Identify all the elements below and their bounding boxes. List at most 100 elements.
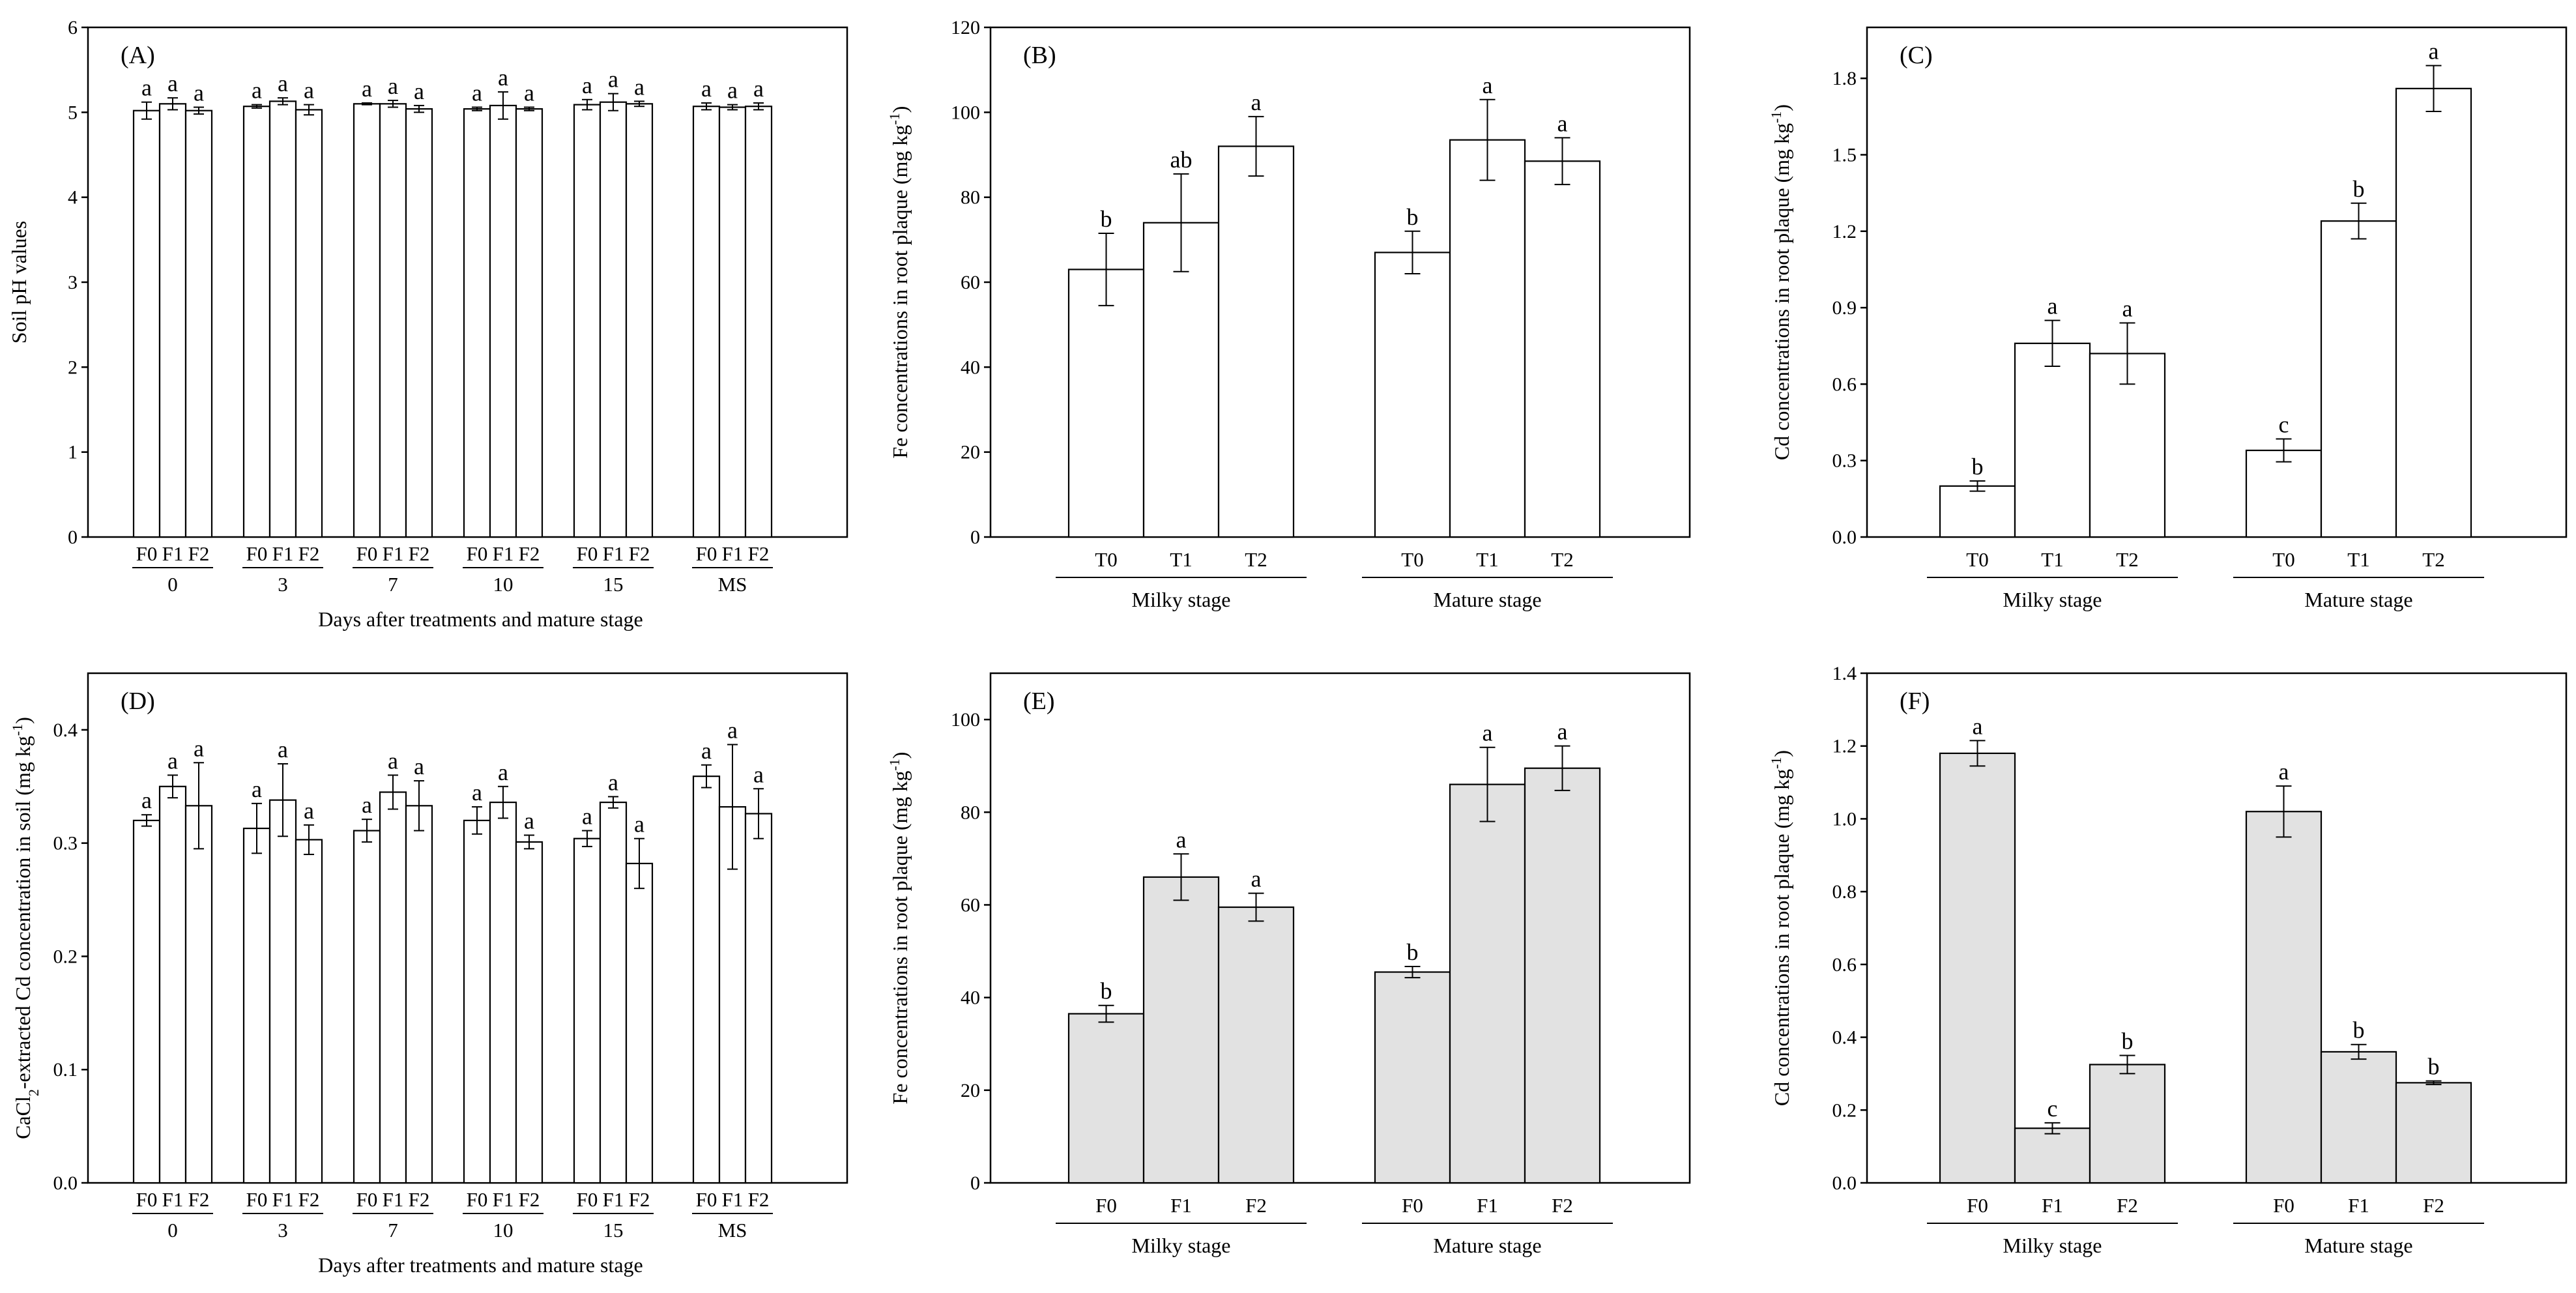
significance-letter: b xyxy=(2122,1028,2134,1054)
group-label: 7 xyxy=(388,573,398,596)
bar xyxy=(2245,811,2323,1184)
panel-label: (E) xyxy=(1023,688,1055,715)
bar xyxy=(692,776,721,1184)
y-axis-title: Soil pH values xyxy=(7,221,31,343)
panel-label: (D) xyxy=(121,688,155,715)
y-tick-label: 0 xyxy=(68,527,78,548)
group-label: Mature stage xyxy=(2304,588,2412,611)
x-axis-title: Days after treatments and mature stage xyxy=(318,607,643,631)
y-tick-label: 1.0 xyxy=(1832,808,1857,830)
bar xyxy=(463,819,491,1184)
category-label: T1 xyxy=(1170,548,1192,571)
significance-letter: a xyxy=(1176,826,1187,852)
y-axis-title: Fe concentrations in root plaque (mg kg-… xyxy=(886,106,912,459)
bar xyxy=(1142,876,1220,1184)
category-label: F0 xyxy=(356,542,378,565)
category-label: F0 xyxy=(467,1188,488,1211)
significance-letter: a xyxy=(608,66,618,93)
y-tick-label: 0.6 xyxy=(1832,954,1857,976)
significance-letter: a xyxy=(414,78,424,104)
bar-group: b F0 a F1 a F2 Mature stage xyxy=(1362,719,1613,1257)
bar xyxy=(158,103,187,538)
bar xyxy=(268,100,297,538)
bar xyxy=(353,103,381,538)
category-label: F1 xyxy=(383,542,404,565)
category-label: F1 xyxy=(1170,1194,1192,1217)
significance-letter: a xyxy=(701,738,712,764)
category-label: F2 xyxy=(1552,1194,1573,1217)
category-label: F0 xyxy=(1402,1194,1423,1217)
category-label: F2 xyxy=(519,1188,540,1211)
significance-letter: a xyxy=(2122,296,2133,322)
significance-letter: c xyxy=(2279,411,2289,437)
y-tick-label: 100 xyxy=(951,709,980,731)
bar xyxy=(573,104,601,538)
bar xyxy=(692,106,721,538)
bar xyxy=(1217,906,1295,1184)
bar-group: a F0 c F1 b F2 Milky stage xyxy=(1927,713,2178,1257)
group-label: 0 xyxy=(167,1219,178,1242)
significance-letter: a xyxy=(362,76,372,102)
significance-letter: a xyxy=(634,74,644,100)
bar xyxy=(489,802,517,1184)
category-label: T0 xyxy=(2272,548,2294,571)
y-tick-label: 2 xyxy=(68,356,78,378)
y-tick-label: 0 xyxy=(970,1172,980,1194)
y-tick-label: 0.6 xyxy=(1832,373,1857,395)
bar xyxy=(132,819,161,1184)
bar xyxy=(379,103,407,538)
category-label: F1 xyxy=(2042,1194,2063,1217)
chart-panel-b: 0 20 40 60 80 100 120 (B) Fe concentrations in r… xyxy=(886,17,1691,611)
significance-letter: a xyxy=(1483,720,1493,746)
y-tick-label: 1.8 xyxy=(1832,68,1857,89)
bar xyxy=(625,862,654,1184)
group-label: 3 xyxy=(278,573,288,596)
bar xyxy=(1524,160,1601,538)
bar xyxy=(599,101,628,538)
bar xyxy=(158,785,187,1184)
bar xyxy=(2245,449,2323,538)
category-label: T2 xyxy=(2422,548,2444,571)
bar xyxy=(405,108,433,538)
significance-letter: b xyxy=(1101,206,1112,232)
group-label: 7 xyxy=(388,1219,398,1242)
significance-letter: b xyxy=(2353,1017,2365,1043)
bar xyxy=(599,802,628,1184)
bar-group: a F0 a F1 a F2 3 xyxy=(242,736,323,1242)
bar xyxy=(1939,485,2016,538)
category-label: T0 xyxy=(1401,548,1423,571)
bar-group: b F0 a F1 a F2 Milky stage xyxy=(1056,826,1307,1257)
bar xyxy=(184,109,213,538)
chart-panel-e: 0 20 40 60 80 100 (E) Fe concentrations in root… xyxy=(886,672,1691,1257)
significance-letter: a xyxy=(362,792,372,818)
chart-panel-a: 0 1 2 3 4 5 6 (A) Soil pH values a F0 a F1 a F2 0 a F0 a F1… xyxy=(7,17,848,631)
significance-letter: a xyxy=(753,761,764,787)
group-label: Milky stage xyxy=(1132,588,1231,611)
y-axis-title: Cd concentrations in root plaque (mg kg-… xyxy=(1768,750,1794,1106)
bar xyxy=(2320,1051,2397,1184)
significance-letter: a xyxy=(1557,719,1568,745)
panel-label: (F) xyxy=(1900,688,1930,715)
significance-letter: a xyxy=(167,70,178,96)
y-tick-label: 40 xyxy=(961,356,980,378)
panel-label: (C) xyxy=(1900,42,1933,69)
category-label: F2 xyxy=(298,1188,320,1211)
bar xyxy=(353,830,381,1184)
significance-letter: a xyxy=(167,748,178,774)
significance-letter: b xyxy=(1407,939,1419,965)
category-label: F1 xyxy=(272,542,294,565)
category-label: F2 xyxy=(2423,1194,2444,1217)
category-label: T1 xyxy=(2041,548,2063,571)
bar xyxy=(1449,783,1526,1184)
significance-letter: a xyxy=(278,736,288,763)
significance-letter: a xyxy=(582,72,592,98)
plot-frame xyxy=(1866,26,2568,538)
bar xyxy=(2395,1082,2472,1184)
bar-group: a F0 b F1 b F2 Mature stage xyxy=(2233,759,2484,1257)
bar xyxy=(268,799,297,1184)
chart-panel-f: 0.0 0.2 0.4 0.6 0.8 1.0 1.2 1.4 (F) Cd concentrat… xyxy=(1768,663,2568,1257)
category-label: T0 xyxy=(1095,548,1117,571)
significance-letter: a xyxy=(194,80,204,106)
